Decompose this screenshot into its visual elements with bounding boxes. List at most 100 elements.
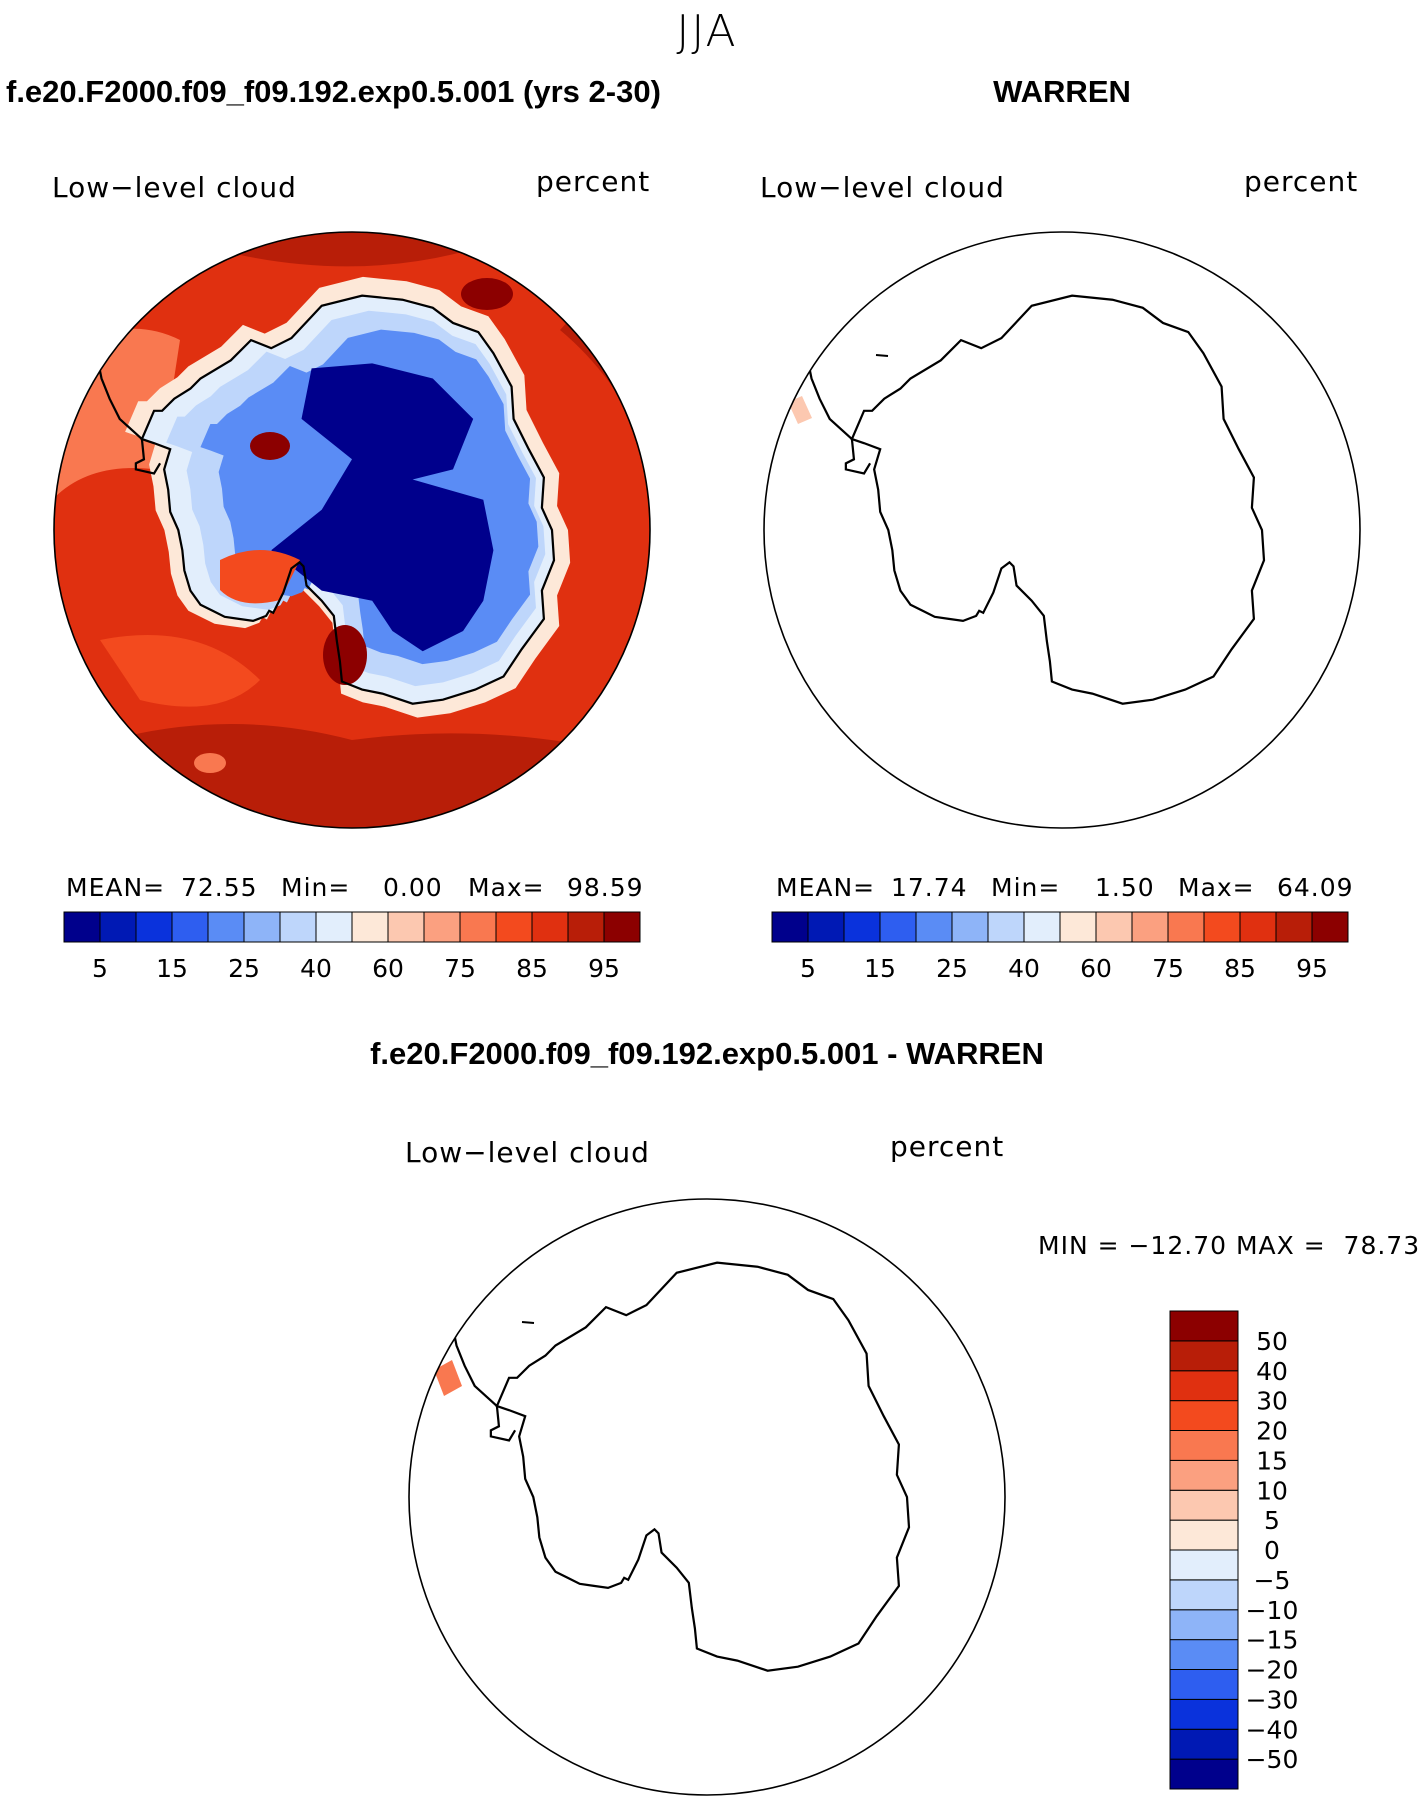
colorbar-tick-label: 15 [156, 954, 188, 983]
colorbar-swatch [1169, 1579, 1239, 1611]
stat-min-value: 0.00 [383, 873, 443, 902]
colorbar-swatch [1095, 911, 1133, 943]
panel-obs-units: percent [1244, 165, 1358, 198]
panel-obs-title: WARREN [993, 74, 1131, 109]
colorbar-tick-label: 85 [1224, 954, 1256, 983]
stat-max-label: Max= [468, 873, 545, 902]
stat-min-value: 1.50 [1095, 873, 1155, 902]
colorbar-swatch [1169, 1758, 1239, 1790]
stat-max-label: Max= [1178, 873, 1255, 902]
panel-diff-variable: Low−level cloud [405, 1136, 650, 1169]
colorbar-tick-label: 20 [1256, 1417, 1288, 1446]
colorbar-swatch [387, 911, 425, 943]
stat-mean-value: 17.74 [891, 873, 968, 902]
season-title: JJA [676, 6, 737, 57]
colorbar-swatch [1169, 1400, 1239, 1431]
colorbar-tick-label: 95 [1296, 954, 1328, 983]
panel-model-title: f.e20.F2000.f09_f09.192.exp0.5.001 (yrs … [6, 74, 661, 109]
colorbar-tick-label: 60 [1080, 954, 1112, 983]
panel-diff: f.e20.F2000.f09_f09.192.exp0.5.001 - WAR… [370, 1036, 1420, 1796]
colorbar-tick-label: 25 [936, 954, 968, 983]
colorbar-swatch [135, 911, 173, 943]
stat-max-value: 64.09 [1277, 873, 1354, 902]
colorbar-tick-label: −20 [1246, 1656, 1299, 1685]
map-model [54, 232, 650, 828]
colorbar-tick-label: −40 [1246, 1715, 1299, 1744]
colorbar-swatch [243, 911, 281, 943]
colorbar-tick-label: 85 [516, 954, 548, 983]
colorbar-obs: 5 15 25 40 60 75 85 95 [771, 911, 1349, 983]
colorbar-swatch [1169, 1519, 1239, 1551]
colorbar-swatch [1169, 1370, 1239, 1402]
colorbar-swatch [1203, 911, 1241, 943]
stat-max-value: 98.59 [567, 873, 644, 902]
colorbar-swatch [1169, 1669, 1239, 1700]
colorbar-swatch [1131, 911, 1169, 943]
colorbar-swatch [915, 911, 953, 943]
colorbar-swatch [63, 911, 101, 943]
stat-min-label: Min= [991, 873, 1060, 902]
stat-min-label: Min= [281, 873, 350, 902]
colorbar-swatch [1023, 911, 1061, 943]
panel-diff-units: percent [890, 1130, 1004, 1163]
colorbar-swatch [531, 911, 569, 943]
colorbar-swatch [879, 911, 917, 943]
colorbar-tick-label: 50 [1256, 1327, 1288, 1356]
colorbar-tick-label: 75 [1152, 954, 1184, 983]
colorbar-swatch [351, 911, 389, 943]
colorbar-tick-label: 25 [228, 954, 260, 983]
panel-obs: WARREN Low−level cloud percent MEAN= 17.… [760, 74, 1361, 983]
colorbar-swatch [951, 911, 989, 943]
colorbar-tick-label: 30 [1256, 1387, 1288, 1416]
colorbar-tick-label: 15 [864, 954, 896, 983]
panel-diff-title: f.e20.F2000.f09_f09.192.exp0.5.001 - WAR… [370, 1036, 1044, 1071]
colorbar-tick-label: −5 [1254, 1566, 1291, 1595]
colorbar-swatch [171, 911, 209, 943]
colorbar-swatch [1169, 1340, 1239, 1372]
colorbar-tick-label: 0 [1264, 1536, 1280, 1565]
colorbar-swatch [567, 911, 605, 943]
panel-model-variable: Low−level cloud [52, 171, 297, 204]
diff-stats: MIN = −12.70 MAX = 78.73 [1038, 1231, 1420, 1260]
colorbar-swatch [1275, 911, 1313, 943]
colorbar-tick-label: 40 [300, 954, 332, 983]
colorbar-tick-label: 5 [1264, 1506, 1280, 1535]
colorbar-swatch [603, 911, 641, 943]
colorbar-swatch [1169, 1310, 1239, 1342]
colorbar-tick-label: 60 [372, 954, 404, 983]
colorbar-swatch [987, 911, 1025, 943]
colorbar-swatch [423, 911, 461, 943]
colorbar-swatch [459, 911, 497, 943]
colorbar-swatch [279, 911, 317, 943]
colorbar-tick-label: 75 [444, 954, 476, 983]
colorbar-tick-label: 10 [1256, 1476, 1288, 1505]
colorbar-swatch [1169, 1639, 1239, 1670]
panel-model-units: percent [536, 165, 650, 198]
colorbar-swatch [1169, 1489, 1239, 1521]
colorbar-swatch [99, 911, 137, 943]
colorbar-tick-label: 5 [800, 954, 816, 983]
stat-mean-label: MEAN= [776, 873, 875, 902]
colorbar-swatch [1169, 1728, 1239, 1760]
map-diff [409, 1199, 1005, 1795]
panel-obs-variable: Low−level cloud [760, 171, 1005, 204]
colorbar-tick-label: −15 [1246, 1626, 1299, 1655]
colorbar-tick-label: −10 [1246, 1596, 1299, 1625]
colorbar-tick-label: 40 [1008, 954, 1040, 983]
colorbar-swatch [1169, 1549, 1239, 1581]
colorbar-swatch [1169, 1698, 1239, 1730]
colorbar-swatch [1167, 911, 1205, 943]
colorbar-tick-label: 95 [588, 954, 620, 983]
colorbar-swatch [207, 911, 245, 943]
colorbar-swatch [807, 911, 845, 943]
colorbar-swatch [1169, 1430, 1239, 1461]
panel-model: f.e20.F2000.f09_f09.192.exp0.5.001 (yrs … [6, 74, 661, 983]
colorbar-tick-label: −30 [1246, 1685, 1299, 1714]
stat-mean-value: 72.55 [181, 873, 258, 902]
colorbar-tick-label: 15 [1256, 1446, 1288, 1475]
colorbar-tick-label: −50 [1246, 1745, 1299, 1774]
colorbar-swatch [1169, 1609, 1239, 1641]
colorbar-swatch [315, 911, 353, 943]
